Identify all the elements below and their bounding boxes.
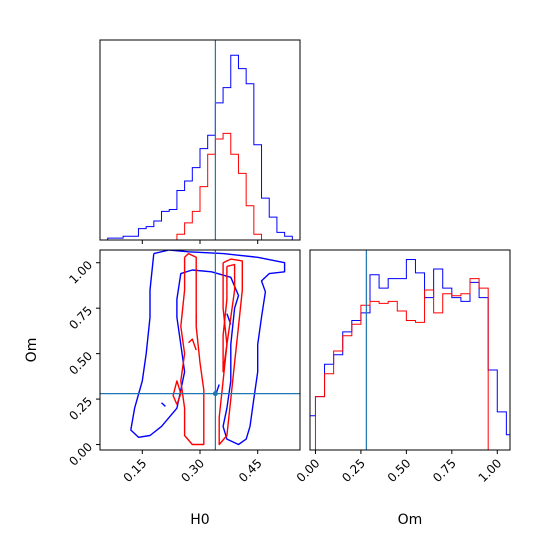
joint-contour-4	[180, 252, 205, 446]
h0-histogram-series-0	[107, 54, 293, 240]
joint-contour-0	[130, 250, 286, 446]
h0-histogram-panel	[99, 39, 301, 244]
om-histogram-panel: 0.00 0.25 0.50 0.75 1.00	[294, 249, 511, 485]
h0-axis-title: H0	[190, 512, 209, 528]
joint-xtick-label-2: 0.45	[236, 456, 265, 485]
om-xtick-label-2: 0.50	[385, 456, 414, 485]
joint-contour-panel: 0.15 0.30 0.45 0.00 0.25 0.50 0.75 1.00	[66, 249, 301, 485]
om-histogram-series-0	[310, 259, 510, 450]
joint-contour-1	[161, 402, 166, 407]
om-xtick-label-4: 1.00	[476, 456, 505, 485]
om-xtick-label-0: 0.00	[294, 456, 323, 485]
om-xtick-label-1: 0.25	[339, 456, 368, 485]
om-histogram-frame	[309, 249, 511, 451]
joint-ytick-label-0: 0.00	[66, 440, 95, 469]
joint-ytick-label-1: 0.25	[66, 394, 95, 423]
joint-ytick-label-4: 1.00	[66, 258, 95, 287]
joint-truth-point	[212, 391, 218, 397]
om-xtick-label-3: 0.75	[430, 456, 459, 485]
joint-ytick-label-2: 0.50	[66, 349, 95, 378]
joint-contour-6	[222, 263, 236, 373]
joint-xtick-label-0: 0.15	[121, 456, 150, 485]
joint-panel-frame	[99, 249, 301, 451]
joint-ytick-label-3: 0.75	[66, 303, 95, 332]
h0-histogram-series-1	[107, 132, 293, 240]
joint-contour-7	[188, 338, 197, 351]
joint-xtick-label-1: 0.30	[178, 456, 207, 485]
joint-contour-8	[172, 380, 182, 405]
om-axis-title: Om	[398, 512, 423, 528]
om-joint-axis-title: Om	[24, 338, 40, 363]
h0-histogram-frame	[99, 39, 301, 241]
om-histogram-series-1	[310, 278, 510, 450]
